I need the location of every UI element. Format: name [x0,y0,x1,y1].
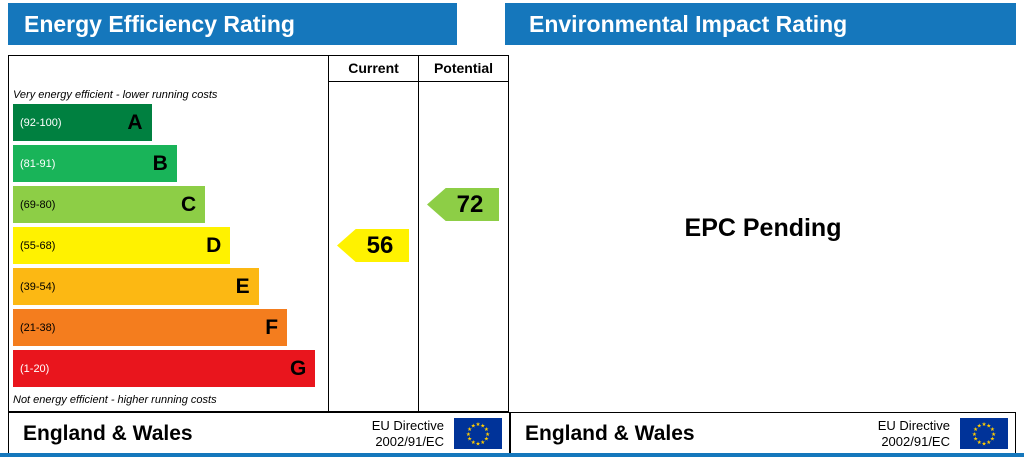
svg-text:★: ★ [990,426,995,433]
potential-column-header: Potential [419,56,508,82]
band-range-label: (55-68) [20,239,56,252]
band-range-label: (69-80) [20,198,56,211]
band-row-e: (39-54) E [13,268,328,309]
band-column: Very energy efficient - lower running co… [9,56,328,411]
svg-text:★: ★ [973,436,978,443]
svg-text:★: ★ [990,436,995,443]
svg-text:★: ★ [973,426,978,433]
band-range-label: (92-100) [20,116,62,129]
band-row-c: (69-80) C [13,186,328,227]
svg-text:★: ★ [475,440,480,447]
footer-left: England & Wales EU Directive 2002/91/EC … [8,412,510,455]
eu-directive-line1: EU Directive [877,417,950,433]
band-letter: E [235,274,250,298]
band-row-f: (21-38) F [13,309,328,350]
epc-pending-text: EPC Pending [684,214,842,242]
band-bar-c: (69-80) C [13,186,206,223]
svg-text:★: ★ [991,431,996,438]
eu-directive-line1: EU Directive [371,417,444,433]
svg-text:★: ★ [484,426,489,433]
band-bar-a: (92-100) A [13,104,152,141]
band-range-label: (81-91) [20,157,56,170]
current-value-area: 56 [329,82,418,411]
band-row-d: (55-68) D [13,227,328,268]
eu-flag-icon: ★ ★ ★ ★ ★ ★ ★ ★ ★ ★ ★ ★ [960,418,1008,449]
current-column-header: Current [329,56,418,82]
svg-text:★: ★ [986,439,991,446]
svg-text:★: ★ [467,426,472,433]
environmental-rating-title: Environmental Impact Rating [505,3,1016,45]
band-letter: A [127,110,143,134]
footer-right: England & Wales EU Directive 2002/91/EC … [510,412,1016,455]
svg-text:★: ★ [485,431,490,438]
current-value: 56 [366,231,394,259]
eu-directive-line2: 2002/91/EC [881,433,950,449]
energy-rating-title: Energy Efficiency Rating [8,3,457,45]
band-row-a: (92-100) A [13,104,328,145]
eu-directive-label: EU Directive 2002/91/EC [372,418,444,449]
band-bar-d: (55-68) D [13,227,231,264]
band-bar-f: (21-38) F [13,309,288,346]
band-range-label: (1-20) [20,362,50,375]
eu-directive-line2: 2002/91/EC [375,433,444,449]
svg-text:★: ★ [981,440,986,447]
band-letter: D [206,233,222,257]
potential-value: 72 [456,190,484,218]
svg-text:★: ★ [467,436,472,443]
band-row-b: (81-91) B [13,145,328,186]
svg-text:★: ★ [475,421,480,428]
svg-text:★: ★ [480,439,485,446]
band-row-g: (1-20) G [13,350,328,391]
band-letter: B [152,151,168,175]
rating-bands: (92-100) A (81-91) B (69-80) C [13,104,328,391]
bottom-blue-strip [0,453,1024,457]
eu-directive-label: EU Directive 2002/91/EC [878,418,950,449]
svg-text:★: ★ [986,423,991,430]
band-range-label: (21-38) [20,321,56,334]
top-note: Very energy efficient - lower running co… [13,89,218,101]
svg-text:★: ★ [972,431,977,438]
svg-text:★: ★ [977,423,982,430]
energy-rating-chart: Very energy efficient - lower running co… [8,55,509,412]
svg-text:★: ★ [480,423,485,430]
environmental-rating-panel: EPC Pending [510,45,1016,412]
bottom-note: Not energy efficient - higher running co… [13,394,217,406]
band-column-header-spacer [13,58,328,84]
current-column: Current 56 [328,56,418,411]
svg-text:★: ★ [484,436,489,443]
band-bar-b: (81-91) B [13,145,177,182]
svg-text:★: ★ [471,439,476,446]
band-bar-g: (1-20) G [13,350,316,387]
band-letter: F [265,315,279,339]
region-label: England & Wales [23,421,193,445]
svg-text:★: ★ [977,439,982,446]
svg-text:★: ★ [981,421,986,428]
svg-text:★: ★ [466,431,471,438]
region-label: England & Wales [525,421,695,445]
potential-column: Potential 72 [418,56,508,411]
band-bar-e: (39-54) E [13,268,259,305]
eu-flag-icon: ★ ★ ★ ★ ★ ★ ★ ★ ★ ★ ★ ★ [454,418,502,449]
band-range-label: (39-54) [20,280,56,293]
svg-text:★: ★ [471,423,476,430]
current-arrow: 56 [337,229,409,262]
potential-value-area: 72 [419,82,508,411]
potential-arrow: 72 [427,188,499,221]
band-letter: G [290,356,307,380]
band-letter: C [180,192,197,216]
